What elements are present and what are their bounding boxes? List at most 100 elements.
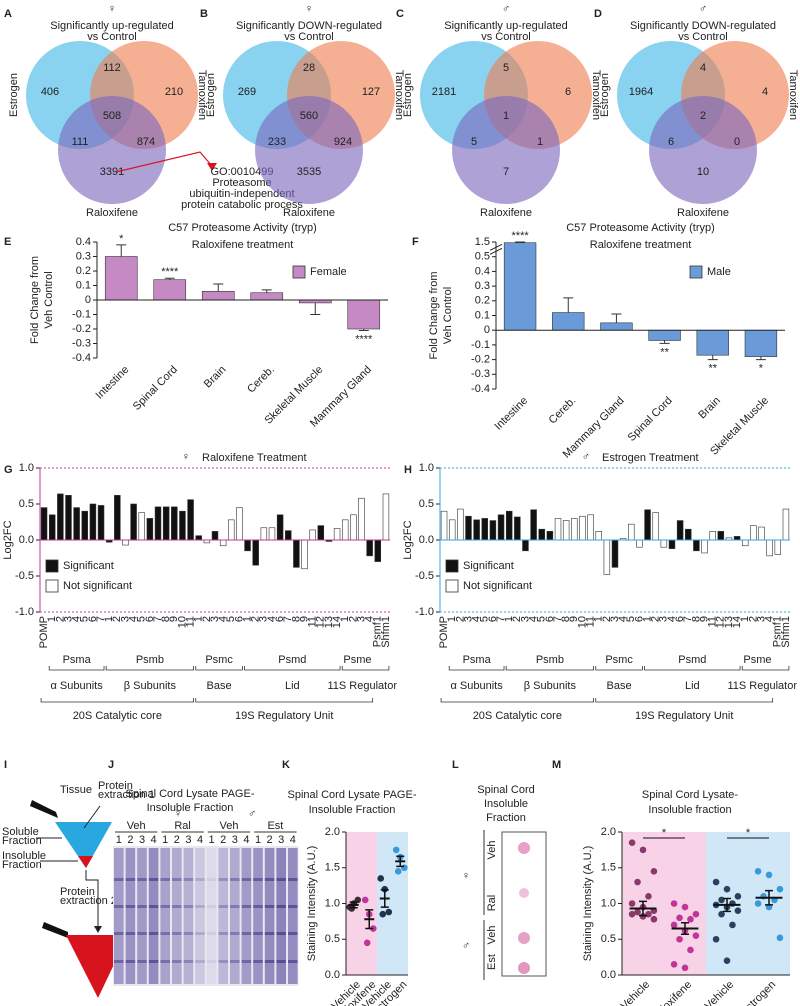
bar — [611, 539, 619, 568]
bracket — [341, 666, 390, 671]
bar — [600, 322, 633, 331]
y-axis-label: Staining Intensity (A.U.) — [582, 846, 594, 962]
error-bar — [380, 889, 389, 908]
x-tick-label: 5 — [225, 616, 237, 622]
gel-band — [276, 932, 286, 935]
venn-count: 6 — [668, 136, 674, 148]
lane-number: 2 — [174, 834, 180, 846]
bar — [236, 507, 243, 541]
x-tick-label: 4 — [128, 616, 140, 622]
y-tick-label: 1.5 — [601, 862, 616, 874]
venn-count: 5 — [503, 62, 509, 74]
arrow-head — [207, 163, 217, 171]
bar — [652, 512, 659, 541]
gel-band — [218, 878, 228, 881]
error-bar — [365, 909, 374, 930]
y-axis-label: Log2FC — [2, 520, 14, 559]
blot-label: Est — [486, 954, 498, 970]
subgroup-label: 11S Regulator — [327, 680, 397, 692]
x-tick-label: Psmf1 — [372, 616, 384, 647]
gel-band — [137, 960, 147, 963]
bar — [130, 503, 137, 541]
diagram-label: Soluble — [2, 826, 39, 838]
panel-letter: D — [594, 8, 602, 20]
data-point — [670, 921, 678, 929]
data-point — [723, 957, 731, 964]
venn-title: Significantly DOWN-regulated — [236, 20, 382, 32]
x-tick-label: 4 — [617, 616, 629, 622]
y-tick-label: 0.5 — [325, 933, 340, 945]
x-tick-label: 9 — [168, 616, 180, 622]
bar — [244, 539, 251, 552]
lane-number: 1 — [116, 834, 122, 846]
gel-band — [148, 878, 159, 881]
data-point — [394, 868, 402, 875]
sex-symbol: ♀ — [305, 3, 313, 15]
bar — [660, 539, 668, 548]
bracket — [244, 666, 341, 671]
data-point — [734, 893, 742, 900]
error-bar — [358, 329, 369, 331]
gel-band — [160, 960, 170, 963]
x-tick-label: 3 — [658, 616, 670, 622]
gel-band — [125, 905, 136, 908]
gel-band — [230, 932, 240, 935]
y-axis-label: Staining Intensity (A.U.) — [306, 846, 318, 962]
diagram-label: Insoluble — [2, 850, 46, 862]
x-tick-label: Brain — [696, 395, 723, 422]
pellet — [78, 856, 93, 868]
bar — [595, 531, 602, 541]
data-point — [650, 868, 658, 875]
bar — [522, 539, 529, 552]
gel-band — [230, 960, 240, 963]
gel-band — [276, 878, 286, 881]
blot-title: Insoluble — [484, 798, 528, 810]
annotation-arrow — [115, 151, 213, 173]
data-point — [776, 934, 784, 942]
venn-count: 3535 — [297, 166, 321, 178]
bar — [171, 506, 178, 541]
y-axis-label: Fold Change from — [428, 271, 440, 359]
data-point — [392, 846, 400, 854]
x-tick-label: 5 — [479, 616, 491, 622]
lane-number: 1 — [209, 834, 215, 846]
data-point — [712, 878, 720, 886]
bar — [701, 539, 708, 554]
set-label: Tamoxifen — [393, 70, 405, 120]
venn-count: 269 — [238, 86, 256, 98]
y-tick-label: -0.4 — [471, 383, 490, 395]
group-label: Psme — [743, 654, 771, 666]
significance: **** — [355, 333, 373, 345]
error-bar — [563, 297, 574, 313]
group-label: Psmc — [605, 654, 633, 666]
set-label: Tamoxifen — [196, 70, 208, 120]
venn-count: 127 — [362, 86, 380, 98]
venn-count: 28 — [303, 62, 315, 74]
bar — [744, 329, 778, 357]
venn-title: Significantly up-regulated — [50, 20, 174, 32]
bar — [448, 519, 456, 541]
x-tick-label: 4 — [71, 616, 83, 622]
bracket — [440, 698, 594, 703]
y-tick-label: 0.2 — [76, 265, 91, 277]
bracket — [741, 666, 790, 671]
x-tick-label: 9 — [568, 616, 580, 622]
data-point — [765, 871, 773, 879]
bar — [57, 493, 64, 541]
gel-band — [206, 878, 217, 881]
bar — [514, 516, 521, 541]
bar — [530, 509, 537, 541]
x-tick-label: 4 — [666, 616, 678, 622]
venn-title: vs Control — [481, 31, 531, 43]
gel-band — [288, 960, 298, 963]
bar — [465, 515, 472, 541]
bar — [709, 531, 716, 541]
gel-band — [253, 878, 263, 881]
x-tick-label: 1 — [339, 616, 351, 622]
y-tick-label: -0.5 — [15, 570, 34, 582]
bar — [579, 515, 586, 541]
gel-band — [160, 905, 170, 908]
panel-letter: H — [404, 464, 412, 476]
blot-spot — [519, 888, 529, 898]
